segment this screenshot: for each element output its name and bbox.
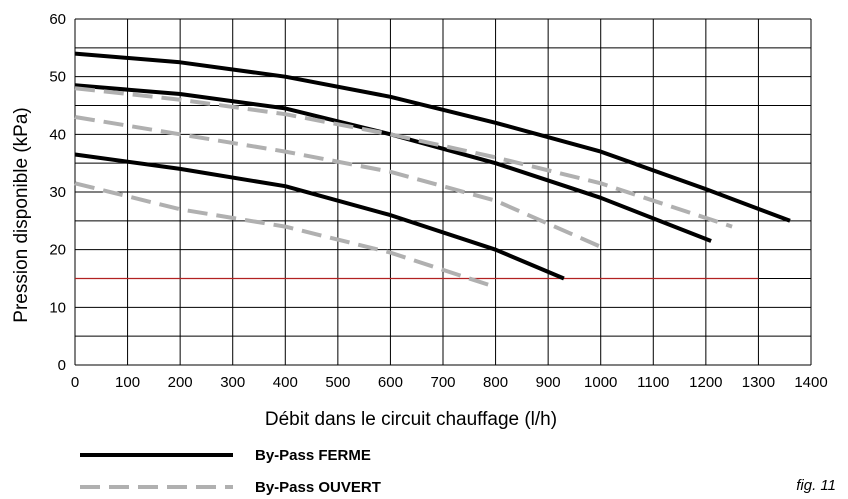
x-axis-title: Débit dans le circuit chauffage (l/h) [265, 409, 557, 430]
series-line-ouvert-4 [74, 86, 733, 229]
series-line-ouvert-6 [74, 181, 497, 290]
x-tick-label: 500 [325, 374, 350, 391]
legend-label-ouvert: By-Pass OUVERT [255, 479, 381, 496]
x-tick-label: 900 [536, 374, 561, 391]
y-tick-label: 50 [49, 69, 66, 86]
y-tick-label: 40 [49, 126, 66, 143]
x-tick-label: 1300 [742, 374, 775, 391]
series-line-ferme-2 [74, 83, 712, 243]
y-tick-label: 0 [58, 357, 66, 374]
x-tick-label: 200 [168, 374, 193, 391]
x-tick-label: 100 [115, 374, 140, 391]
y-tick-label: 30 [49, 184, 66, 201]
y-axis-title: Pression disponible (kPa) [11, 107, 32, 322]
x-tick-labels: 0 100 200 300 400 500 600 700 800 900 1000 1100 1200… [71, 374, 828, 391]
grid [74, 18, 812, 366]
x-tick-label: 1200 [689, 374, 722, 391]
x-tick-label: 700 [430, 374, 455, 391]
y-tick-label: 60 [49, 11, 66, 28]
series-line-ferme-3 [74, 152, 565, 281]
y-tick-labels: 0 10 20 30 40 50 60 [49, 11, 66, 374]
legend-label-ferme: By-Pass FERME [255, 447, 371, 464]
figure-label: fig. 11 [796, 477, 836, 494]
legend: By-Pass FERME By-Pass OUVERT [80, 447, 381, 496]
x-tick-label: 400 [273, 374, 298, 391]
x-tick-label: 300 [220, 374, 245, 391]
series-line-ouvert-5 [74, 115, 602, 249]
x-tick-label: 0 [71, 374, 79, 391]
y-tick-label: 10 [49, 299, 66, 316]
series-line-ferme-1 [74, 51, 791, 223]
x-tick-label: 1000 [584, 374, 617, 391]
x-tick-label: 800 [483, 374, 508, 391]
x-tick-label: 1400 [794, 374, 827, 391]
series-layer [74, 51, 791, 290]
x-tick-label: 600 [378, 374, 403, 391]
x-tick-label: 1100 [637, 374, 669, 391]
y-tick-label: 20 [49, 242, 66, 259]
